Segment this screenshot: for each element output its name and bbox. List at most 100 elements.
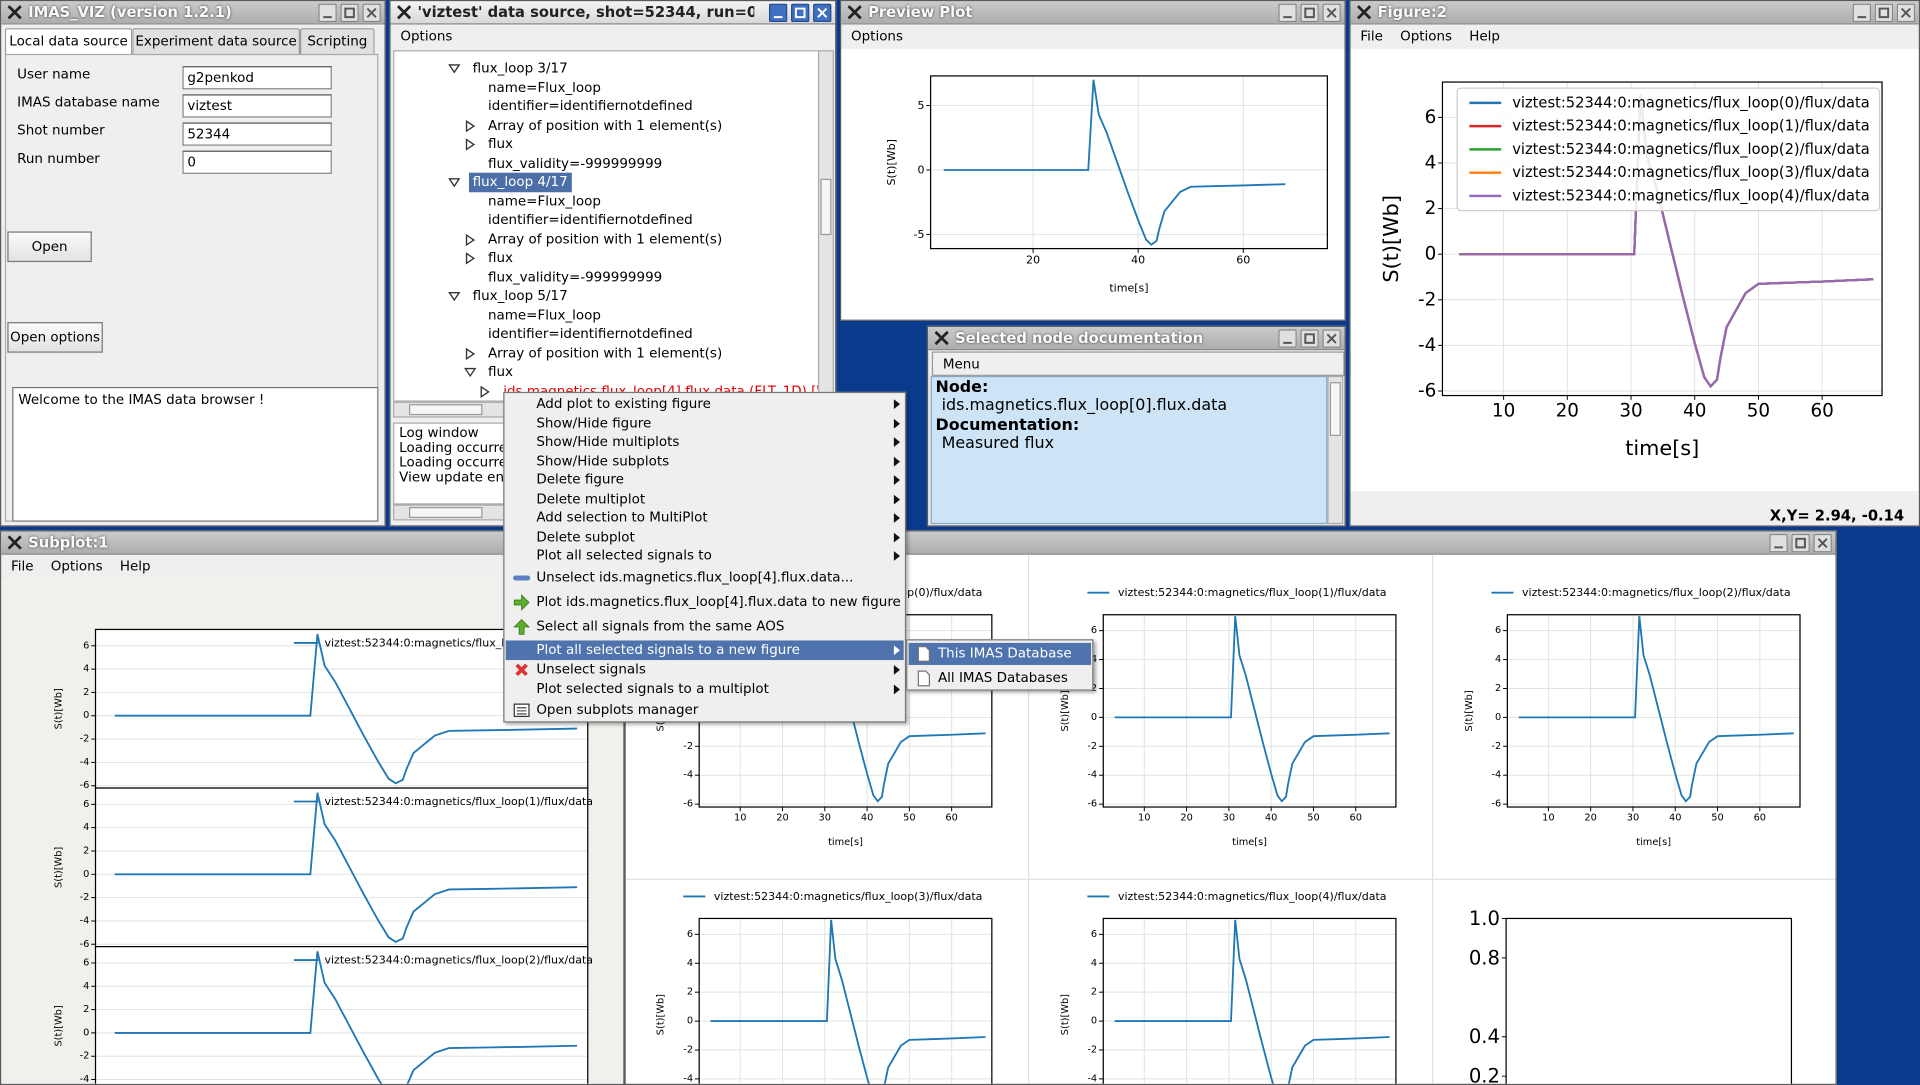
open-button[interactable]: Open (7, 231, 92, 263)
text-input[interactable]: viztest (182, 94, 332, 118)
tree-item[interactable]: flux (487, 249, 513, 266)
menu-item[interactable]: Show/Hide multiplots (506, 432, 904, 452)
tree-item[interactable]: identifier=identifiernotdefined (487, 325, 693, 342)
menu-item[interactable]: Show/Hide subplots (506, 451, 904, 471)
menu-item[interactable]: Plot all selected signals to (506, 547, 904, 567)
menu-item-label: Plot ids.magnetics.flux_loop[4].flux.dat… (536, 593, 901, 610)
x-tick-label: 20 (1026, 254, 1040, 267)
tree-item[interactable]: flux_loop 5/17 (472, 287, 568, 304)
tree-expander[interactable] (448, 62, 461, 74)
tab[interactable]: Local data source (4, 28, 133, 56)
axes-frame (1441, 81, 1883, 397)
button-glyph (1304, 7, 1315, 19)
window-close-button[interactable] (1813, 533, 1832, 553)
window-close-button[interactable] (1322, 329, 1341, 348)
y-tick-label: 0.2 (1469, 1065, 1500, 1085)
window-minimize-button[interactable] (1852, 3, 1872, 23)
log-line: Log window (399, 424, 479, 441)
tree-item[interactable]: name=Flux_loop (487, 306, 601, 323)
menu-item[interactable]: All IMAS Databases (909, 667, 1091, 689)
window-maximize-button[interactable] (1300, 3, 1319, 23)
window-minimize-button[interactable] (1278, 329, 1297, 348)
x-tick-label: 20 (1584, 813, 1596, 824)
menu-item[interactable]: Options (400, 28, 453, 45)
tree-expander[interactable] (463, 366, 476, 378)
y-tick-label: -4 (683, 1073, 693, 1084)
tree-item[interactable]: name=Flux_loop (487, 78, 601, 95)
tree-expander[interactable] (479, 385, 491, 398)
window-maximize-button[interactable] (1791, 533, 1810, 553)
menu-item[interactable]: Options (50, 558, 103, 575)
tree-item[interactable]: Array of position with 1 element(s) (487, 230, 723, 247)
menu-item[interactable]: Plot selected signals to a multiplot (506, 680, 904, 700)
tree-item[interactable]: Array of position with 1 element(s) (487, 116, 723, 133)
menu-item[interactable]: Unselect signals (506, 660, 904, 680)
menu-item[interactable]: Help (1469, 28, 1500, 45)
menu-item[interactable]: Plot all selected signals to a new figur… (505, 640, 904, 661)
plot-area (1507, 614, 1801, 808)
tree-item[interactable]: flux (487, 363, 513, 380)
menu-item[interactable]: File (11, 558, 34, 575)
tree-item[interactable]: name=Flux_loop (487, 192, 601, 209)
menu-item[interactable]: Unselect ids.magnetics.flux_loop[4].flux… (506, 568, 904, 588)
menu-item[interactable]: Open subplots manager (506, 700, 904, 720)
tree-expander[interactable] (448, 290, 461, 302)
menu-item[interactable]: Plot ids.magnetics.flux_loop[4].flux.dat… (506, 593, 904, 613)
text-input[interactable]: 0 (182, 150, 332, 174)
tree-expander[interactable] (463, 252, 475, 265)
text-input[interactable]: g2penkod (182, 66, 332, 90)
menu-item[interactable]: Add plot to existing figure (506, 394, 904, 414)
y-axis-label: S(t)[Wb] (656, 994, 667, 1035)
window-close-button[interactable] (362, 3, 381, 23)
tree-item[interactable]: identifier=identifiernotdefined (487, 97, 693, 114)
tree-expander[interactable] (463, 347, 475, 360)
text-input[interactable]: 52344 (182, 122, 332, 146)
menu-item[interactable]: Delete multiplot (506, 490, 904, 510)
tab[interactable]: Experiment data source (132, 28, 301, 56)
window-minimize-button[interactable] (768, 3, 788, 23)
window-maximize-button[interactable] (1874, 3, 1894, 23)
menu-item[interactable]: Help (119, 558, 151, 575)
x-tick-label: 40 (1669, 813, 1681, 824)
window-close-button[interactable] (1322, 3, 1341, 23)
x-tick-label: 40 (1131, 254, 1145, 267)
menu-item[interactable]: Delete figure (506, 470, 904, 490)
menu-item[interactable]: Menu (942, 356, 980, 373)
window-maximize-button[interactable] (1300, 329, 1319, 348)
menu-item[interactable]: Add selection to MultiPlot (506, 509, 904, 529)
tree-item[interactable]: flux_validity=-999999999 (487, 268, 663, 285)
y-tick-label: 4 (83, 981, 89, 992)
window-minimize-button[interactable] (318, 3, 337, 23)
tree-expander[interactable] (463, 138, 475, 151)
tree-expander[interactable] (463, 119, 475, 132)
window-close-button[interactable] (813, 3, 832, 23)
menu-item[interactable]: Show/Hide figure (506, 413, 904, 433)
tree-item[interactable]: identifier=identifiernotdefined (487, 211, 693, 228)
tree-item[interactable]: Array of position with 1 element(s) (487, 344, 723, 361)
window-maximize-button[interactable] (791, 3, 810, 23)
menu-item[interactable]: Options (851, 28, 904, 45)
menu-item[interactable]: Select all signals from the same AOS (506, 617, 904, 637)
window-minimize-button[interactable] (1278, 3, 1297, 23)
open-options-button[interactable]: Open options (7, 322, 103, 353)
menu-item[interactable]: This IMAS Database (908, 642, 1092, 665)
field-label: IMAS database name (17, 94, 160, 111)
tree-expander[interactable] (463, 233, 475, 246)
menu-item[interactable]: File (1360, 28, 1383, 45)
menu-item[interactable]: Options (1400, 28, 1453, 45)
y-tick-label: -4 (80, 1074, 90, 1085)
window-minimize-button[interactable] (1769, 533, 1788, 553)
plot-area (1103, 918, 1396, 1084)
menu-item-label: Unselect ids.magnetics.flux_loop[4].flux… (536, 569, 854, 586)
tree-expander[interactable] (448, 176, 461, 188)
tree-item[interactable]: flux_loop 3/17 (472, 60, 568, 76)
button-face (791, 3, 810, 23)
expander-glyph (465, 347, 475, 360)
tree-item[interactable]: flux_validity=-999999999 (487, 154, 663, 171)
window-close-button[interactable] (1896, 3, 1916, 23)
tree-item[interactable]: flux_loop 4/17 (468, 172, 572, 193)
tab[interactable]: Scripting (300, 28, 375, 56)
tree-item[interactable]: flux (487, 135, 513, 152)
menu-item[interactable]: Delete subplot (506, 528, 904, 548)
window-maximize-button[interactable] (340, 3, 359, 23)
